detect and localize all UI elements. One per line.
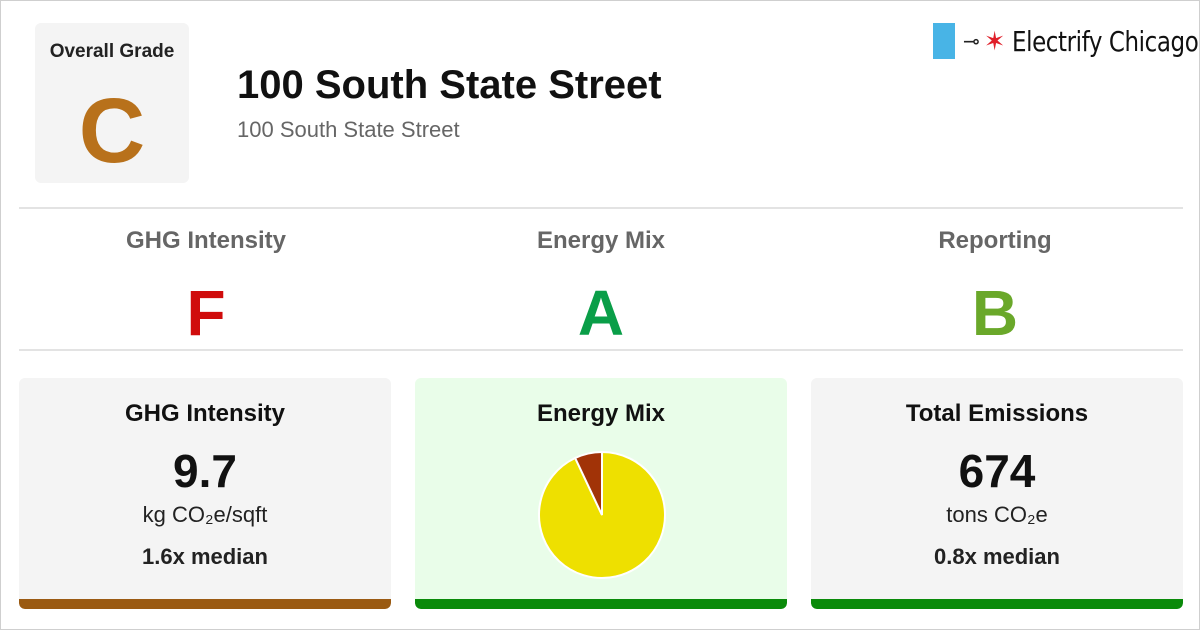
subgrade-letter: B xyxy=(971,277,1019,349)
building-address: 100 South State Street xyxy=(237,117,460,142)
energy-mix-pie-chart xyxy=(538,450,666,579)
card-title: Energy Mix xyxy=(536,400,666,427)
logo-text: Electrify Chicago xyxy=(1011,24,1199,58)
pie-slice xyxy=(573,450,603,516)
subgrade-letter: F xyxy=(186,277,226,349)
ghg-intensity-value: 9.7 xyxy=(173,445,237,497)
subgrade-label: GHG Intensity xyxy=(125,227,287,254)
card-title: Total Emissions xyxy=(905,400,1089,427)
overall-grade-label: Overall Grade xyxy=(49,41,175,62)
electrify-chicago-logo[interactable]: ⊸ ✶ Electrify Chicago xyxy=(933,23,1200,59)
card-accent-bar xyxy=(415,599,787,609)
ghg-intensity-card: GHG Intensity 9.7 kg CO₂e/sqft 1.6x medi… xyxy=(19,378,391,609)
building-name: 100 South State Street xyxy=(237,63,662,107)
card-accent-bar xyxy=(811,599,1183,609)
flag-icon xyxy=(933,23,955,59)
overall-grade-letter: C xyxy=(78,80,146,182)
card-accent-bar xyxy=(19,599,391,609)
subgrade-letter: A xyxy=(577,277,625,349)
subgrade-label: Energy Mix xyxy=(536,227,666,254)
energy-mix-card: Energy Mix xyxy=(415,378,787,609)
card-title: GHG Intensity xyxy=(124,400,286,427)
subgrade-ghg: GHG Intensity F xyxy=(9,227,403,345)
overall-grade-box: Overall Grade C xyxy=(35,23,189,183)
subgrade-reporting: Reporting B xyxy=(798,227,1192,345)
total-emissions-value: 674 xyxy=(958,445,1036,497)
total-emissions-card: Total Emissions 674 tons CO₂e 0.8x media… xyxy=(811,378,1183,609)
plug-icon: ⊸ xyxy=(963,30,980,53)
chicago-star-icon: ✶ xyxy=(983,25,1006,56)
subgrade-energy-mix: Energy Mix A xyxy=(404,227,798,345)
divider-middle xyxy=(19,349,1183,351)
subgrade-label: Reporting xyxy=(938,227,1052,254)
ghg-intensity-median: 1.6x median xyxy=(142,544,268,569)
ghg-intensity-unit: kg CO₂e/sqft xyxy=(142,502,268,527)
total-emissions-median: 0.8x median xyxy=(934,544,1060,569)
total-emissions-unit: tons CO₂e xyxy=(946,502,1048,527)
divider-top xyxy=(19,207,1183,209)
